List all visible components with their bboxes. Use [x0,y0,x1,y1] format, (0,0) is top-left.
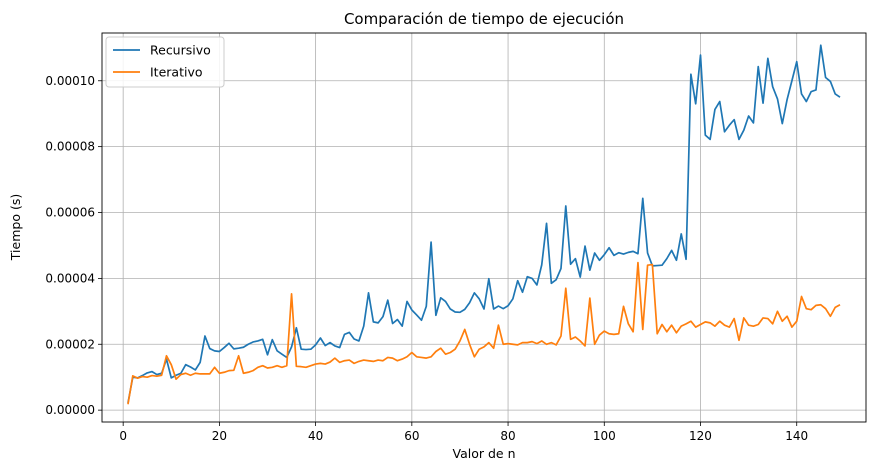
y-axis-label: Tiempo (s) [8,194,23,261]
y-tick-label: 0.00008 [45,140,95,154]
x-tick-label: 20 [212,429,227,443]
x-axis-label: Valor de n [453,446,516,461]
legend: Recursivo Iterativo [105,36,225,88]
y-tick-label: 0.00000 [45,403,95,417]
x-tick-label: 0 [119,429,127,443]
plot-frame [101,32,867,423]
y-axis-ticks: 0.00000 0.00002 0.00004 0.00006 0.00008 0.000… [45,74,102,417]
x-tick-label: 60 [404,429,419,443]
legend-label-iterativo: Iterativo [150,65,203,80]
y-tick-label: 0.00010 [45,74,95,88]
x-tick-label: 140 [785,429,808,443]
x-axis-ticks: 0 20 40 60 80 100 120 140 [119,422,808,443]
y-tick-label: 0.00002 [45,337,95,351]
series-line-iterativo [127,261,841,405]
y-tick-label: 0.00004 [45,271,95,285]
series-lines [127,44,841,405]
grid [102,33,866,422]
x-tick-label: 80 [500,429,515,443]
x-tick-label: 100 [593,429,616,443]
x-tick-label: 40 [308,429,323,443]
y-tick-label: 0.00006 [45,206,95,220]
x-tick-label: 120 [689,429,712,443]
chart-title: Comparación de tiempo de ejecución [344,10,624,28]
legend-label-recursivo: Recursivo [150,43,211,58]
series-line-recursivo [127,44,841,404]
